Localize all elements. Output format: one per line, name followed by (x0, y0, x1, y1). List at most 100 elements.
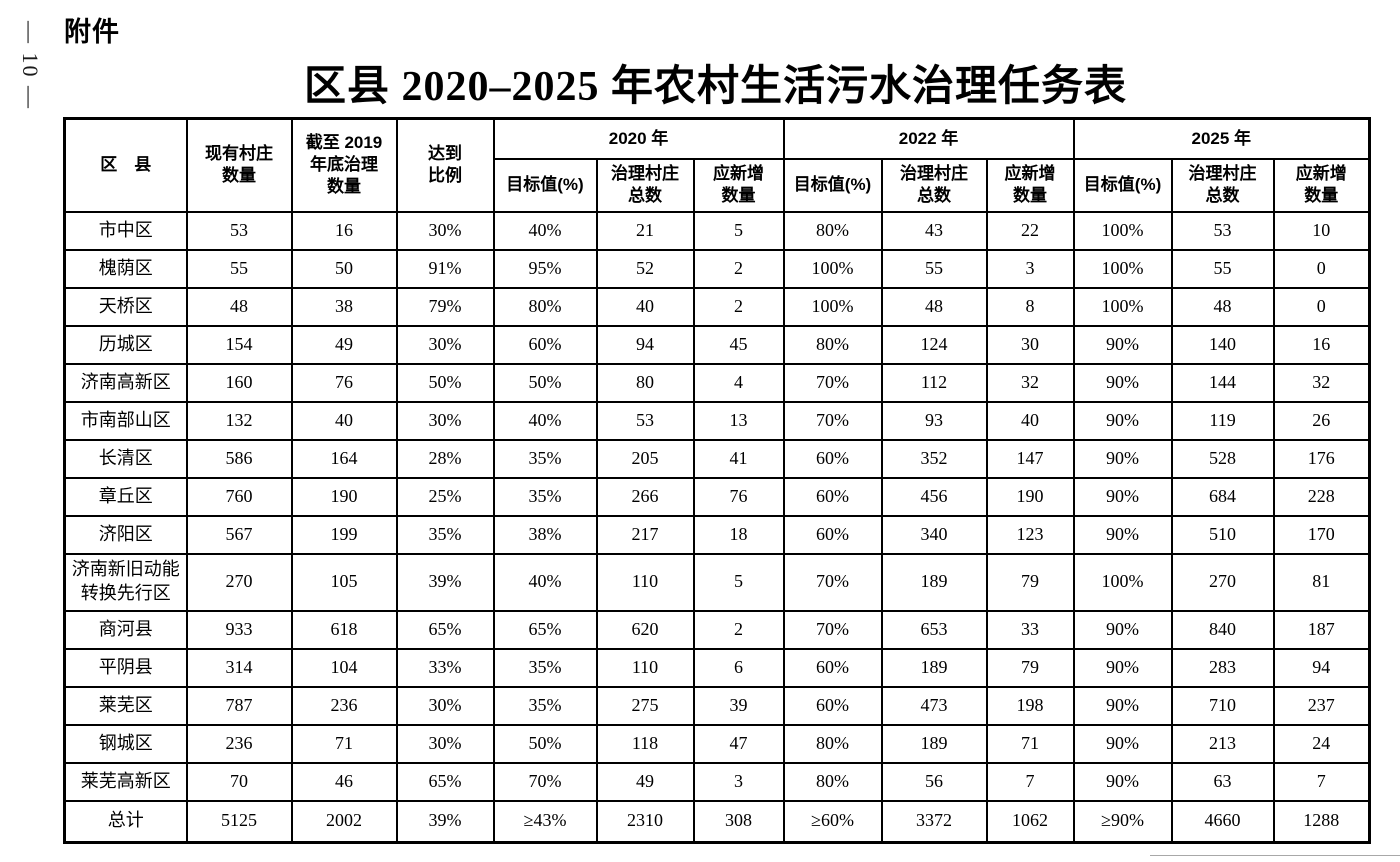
value-cell: 50% (492, 723, 598, 764)
value-cell: 90% (1072, 476, 1173, 517)
value-cell: 340 (880, 514, 988, 555)
value-cell: 48 (1170, 286, 1275, 327)
value-cell: 710 (1170, 685, 1275, 726)
col-header-new-2025: 应新增 数量 (1272, 157, 1371, 213)
value-cell: 90% (1072, 685, 1173, 726)
value-cell: 79 (985, 647, 1075, 688)
district-cell: 章丘区 (63, 476, 188, 517)
value-cell: 2 (692, 609, 785, 650)
value-cell: 100% (1072, 286, 1173, 327)
value-cell: 840 (1170, 609, 1275, 650)
district-cell: 天桥区 (63, 286, 188, 327)
value-cell: 49 (595, 761, 695, 802)
value-cell: 7 (985, 761, 1075, 802)
value-cell: 112 (880, 362, 988, 403)
col-header-target-2020: 目标值(%) (492, 157, 598, 213)
value-cell: 213 (1170, 723, 1275, 764)
value-cell: 10 (1272, 210, 1371, 251)
value-cell: 456 (880, 476, 988, 517)
value-cell: 50% (492, 362, 598, 403)
value-cell: 8 (985, 286, 1075, 327)
value-cell: 71 (985, 723, 1075, 764)
value-cell: 90% (1072, 324, 1173, 365)
value-cell: 18 (692, 514, 785, 555)
value-cell: 65% (395, 609, 495, 650)
col-header-target-2025: 目标值(%) (1072, 157, 1173, 213)
value-cell: 147 (985, 438, 1075, 479)
value-cell: 90% (1072, 647, 1173, 688)
value-cell: 5 (692, 210, 785, 251)
value-cell: 567 (185, 514, 293, 555)
value-cell: 80% (782, 210, 883, 251)
value-cell: 80% (782, 723, 883, 764)
value-cell: 55 (185, 248, 293, 289)
value-cell: 79% (395, 286, 495, 327)
value-cell: 7 (1272, 761, 1371, 802)
value-cell: 314 (185, 647, 293, 688)
value-cell: 189 (880, 552, 988, 612)
value-cell: 60% (782, 438, 883, 479)
value-cell: 270 (185, 552, 293, 612)
value-cell: 76 (290, 362, 398, 403)
value-cell: 90% (1072, 514, 1173, 555)
value-cell: 2002 (290, 799, 398, 844)
value-cell: 100% (782, 286, 883, 327)
table-row: 济南高新区 160 76 50% 50% 80 4 70% 112 32 90% 144 32 (63, 362, 1371, 403)
value-cell: 0 (1272, 286, 1371, 327)
value-cell: 16 (1272, 324, 1371, 365)
value-cell: 30% (395, 324, 495, 365)
value-cell: 70% (782, 552, 883, 612)
col-header-total-2022: 治理村庄 总数 (880, 157, 988, 213)
table-body: 市中区 53 16 30% 40% 21 5 80% 43 22 100% 53 10 槐荫区 55 50 91… (63, 210, 1371, 844)
value-cell: 2 (692, 286, 785, 327)
value-cell: 199 (290, 514, 398, 555)
value-cell: 787 (185, 685, 293, 726)
col-header-existing-villages: 现有村庄 数量 (185, 117, 293, 213)
value-cell: 510 (1170, 514, 1275, 555)
value-cell: 119 (1170, 400, 1275, 441)
value-cell: 760 (185, 476, 293, 517)
value-cell: 80% (782, 324, 883, 365)
value-cell: 217 (595, 514, 695, 555)
value-cell: 80% (782, 761, 883, 802)
value-cell: 60% (782, 476, 883, 517)
value-cell: 4 (692, 362, 785, 403)
table-row: 章丘区 760 190 25% 35% 266 76 60% 456 190 90% 684 228 (63, 476, 1371, 517)
value-cell: 100% (1072, 248, 1173, 289)
value-cell: 35% (492, 438, 598, 479)
value-cell: 39 (692, 685, 785, 726)
table-row: 莱芜高新区 70 46 65% 70% 49 3 80% 56 7 90% 63 7 (63, 761, 1371, 802)
value-cell: 21 (595, 210, 695, 251)
value-cell: 60% (782, 685, 883, 726)
district-cell: 钢城区 (63, 723, 188, 764)
value-cell: 40 (290, 400, 398, 441)
value-cell: 33 (985, 609, 1075, 650)
value-cell: 70 (185, 761, 293, 802)
value-cell: 352 (880, 438, 988, 479)
value-cell: 100% (1072, 552, 1173, 612)
value-cell: 30% (395, 210, 495, 251)
value-cell: 90% (1072, 761, 1173, 802)
table-row: 平阴县 314 104 33% 35% 110 6 60% 189 79 90% 283 94 (63, 647, 1371, 688)
value-cell: 228 (1272, 476, 1371, 517)
value-cell: 198 (985, 685, 1075, 726)
value-cell: 653 (880, 609, 988, 650)
value-cell: 684 (1170, 476, 1275, 517)
value-cell: 164 (290, 438, 398, 479)
value-cell: 94 (1272, 647, 1371, 688)
value-cell: 46 (290, 761, 398, 802)
value-cell: 13 (692, 400, 785, 441)
value-cell: 35% (492, 685, 598, 726)
district-cell: 济南新旧动能 转换先行区 (63, 552, 188, 612)
value-cell: 53 (1170, 210, 1275, 251)
value-cell: 110 (595, 647, 695, 688)
year-group-2022: 2022 年 (782, 117, 1075, 160)
value-cell: 100% (782, 248, 883, 289)
value-cell: 6 (692, 647, 785, 688)
col-header-ratio: 达到 比例 (395, 117, 495, 213)
district-cell: 总计 (63, 799, 188, 844)
col-header-total-2020: 治理村庄 总数 (595, 157, 695, 213)
value-cell: 237 (1272, 685, 1371, 726)
value-cell: 2310 (595, 799, 695, 844)
